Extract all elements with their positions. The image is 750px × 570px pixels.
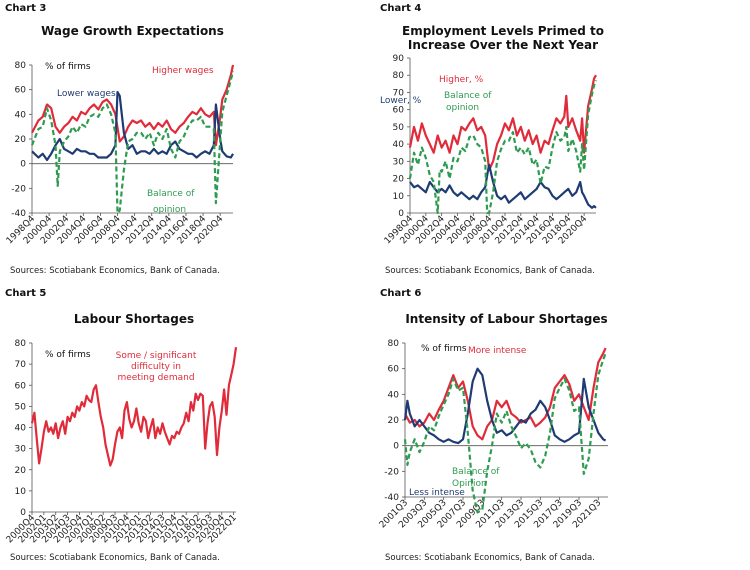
- y-tick-label: 40: [15, 424, 27, 434]
- y-tick-label: 60: [388, 365, 400, 375]
- y-tick-label: 40: [388, 390, 400, 400]
- y-tick-label: 50: [15, 402, 27, 412]
- source-note: Sources: Scotiabank Economics, Bank of C…: [10, 553, 220, 563]
- series-annotation: meeting demand: [117, 373, 194, 383]
- series-annotation: Opinion: [452, 479, 487, 489]
- y-tick-label: 20: [388, 416, 400, 426]
- series-line-higher-: [408, 74, 597, 171]
- y-tick-label: -20: [11, 184, 26, 194]
- y-tick-label: 90: [393, 54, 405, 64]
- series-annotation: Balance of: [444, 91, 492, 101]
- chart-title: Labour Shortages: [74, 312, 194, 326]
- y-tick-label: 60: [15, 381, 27, 391]
- series-line-higher-wages: [31, 64, 235, 147]
- series-line-some-significant-difficulty-in-meeting-demand: [30, 347, 238, 467]
- series-annotation: opinion: [153, 205, 186, 215]
- series-line-balance-of-opinion: [408, 80, 598, 215]
- series-annotation: More intense: [468, 346, 527, 356]
- series-line-lower-wages: [31, 91, 234, 162]
- series-line-balance-of-opinion: [403, 352, 607, 514]
- chart-title: Wage Growth Expectations: [41, 24, 224, 38]
- y-tick-label: 10: [15, 487, 27, 497]
- series-line-balance-of-opinion: [30, 70, 235, 215]
- series-annotation: Lower wages: [57, 89, 116, 99]
- y-tick-label: 50: [393, 123, 405, 133]
- chart-3-number: Chart 3: [5, 3, 47, 14]
- series-annotation: Less intense: [409, 488, 465, 498]
- y-tick-label: 0: [20, 508, 26, 518]
- unit-label: % of firms: [45, 62, 91, 72]
- series-annotation: Higher, %: [439, 75, 484, 85]
- y-tick-label: 60: [393, 106, 405, 116]
- y-tick-label: 30: [15, 445, 27, 455]
- y-tick-label: -40: [384, 493, 399, 503]
- y-tick-label: 80: [15, 61, 27, 71]
- labour-shortage-intensity-chart: Intensity of Labour Shortages -40 -20 0 20 40…: [378, 312, 608, 563]
- y-tick-label: 80: [388, 339, 400, 349]
- unit-label: % of firms: [45, 350, 91, 360]
- series-annotation: Balance of: [147, 189, 195, 199]
- y-tick-label: 0: [393, 442, 399, 452]
- y-tick-label: 10: [393, 192, 405, 202]
- chart-4-number: Chart 4: [380, 3, 422, 14]
- y-tick-label: -20: [384, 467, 399, 477]
- series-annotation: Balance of: [452, 467, 500, 477]
- y-tick-label: 60: [15, 86, 27, 96]
- y-tick-label: 0: [398, 209, 404, 219]
- y-tick-label: 20: [393, 175, 405, 185]
- y-tick-label: 70: [393, 88, 405, 98]
- y-tick-label: 80: [393, 71, 405, 81]
- y-tick-label: 30: [393, 157, 405, 167]
- chart-title-line-2: Increase Over the Next Year: [408, 38, 598, 52]
- chart-3-panel: Chart 3 Wage Growth Expectations -40 -20 0 2…: [0, 0, 375, 285]
- chart-5-panel: Chart 5 Labour Shortages 0 10 20 30 40 50 60 70 8…: [0, 285, 375, 570]
- chart-6-number: Chart 6: [380, 288, 422, 299]
- chart-title: Intensity of Labour Shortages: [405, 312, 607, 326]
- chart-5-number: Chart 5: [5, 288, 47, 299]
- y-tick-label: -40: [11, 209, 26, 219]
- y-tick-label: 40: [15, 110, 27, 120]
- series-annotation: difficulty in: [131, 362, 181, 372]
- series-line-lower-: [409, 163, 597, 209]
- wage-growth-chart: Wage Growth Expectations-40-200204060801…: [5, 24, 235, 276]
- y-tick-label: 40: [393, 140, 405, 150]
- chart-title: Employment Levels Primed to: [402, 24, 604, 38]
- series-annotation: opinion: [446, 103, 479, 113]
- y-tick-label: 70: [15, 360, 27, 370]
- y-tick-label: 20: [15, 135, 27, 145]
- series-line-less-intense: [403, 367, 607, 445]
- chart-6-panel: Chart 6 Intensity of Labour Shortages -40…: [375, 285, 750, 570]
- unit-label: % of firms: [421, 344, 467, 354]
- series-line-more-intense: [404, 347, 607, 441]
- y-tick-label: 0: [20, 160, 26, 170]
- y-tick-label: 80: [15, 339, 27, 349]
- chart-4-panel: Chart 4 Employment Levels Primed to Incre…: [375, 0, 750, 285]
- source-note: Sources: Scotiabank Economics, Bank of C…: [385, 553, 595, 563]
- series-annotation: Lower, %: [380, 96, 422, 106]
- series-annotation: Some / significant: [116, 351, 197, 361]
- source-note: Sources: Scotiabank Economics, Bank of C…: [10, 266, 220, 276]
- labour-shortages-chart: Labour Shortages010203040506070802000Q42…: [5, 312, 239, 563]
- source-note: Sources: Scotiabank Economics, Bank of C…: [385, 266, 595, 276]
- y-tick-label: 20: [15, 466, 27, 476]
- series-annotation: Higher wages: [152, 66, 214, 76]
